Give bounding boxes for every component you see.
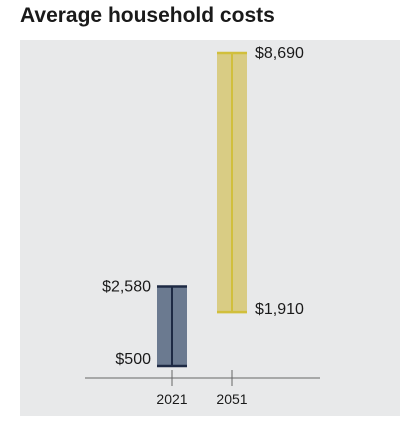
low-value-label-2021: $500 [115, 351, 151, 368]
low-value-label-2051: $1,910 [255, 301, 304, 318]
chart-panel [20, 40, 400, 416]
x-tick-label-2051: 2051 [216, 391, 247, 407]
high-value-label-2021: $2,580 [102, 279, 151, 296]
high-value-label-2051: $8,690 [255, 45, 304, 62]
x-tick-label-2021: 2021 [156, 391, 187, 407]
chart-title: Average household costs [20, 4, 275, 27]
